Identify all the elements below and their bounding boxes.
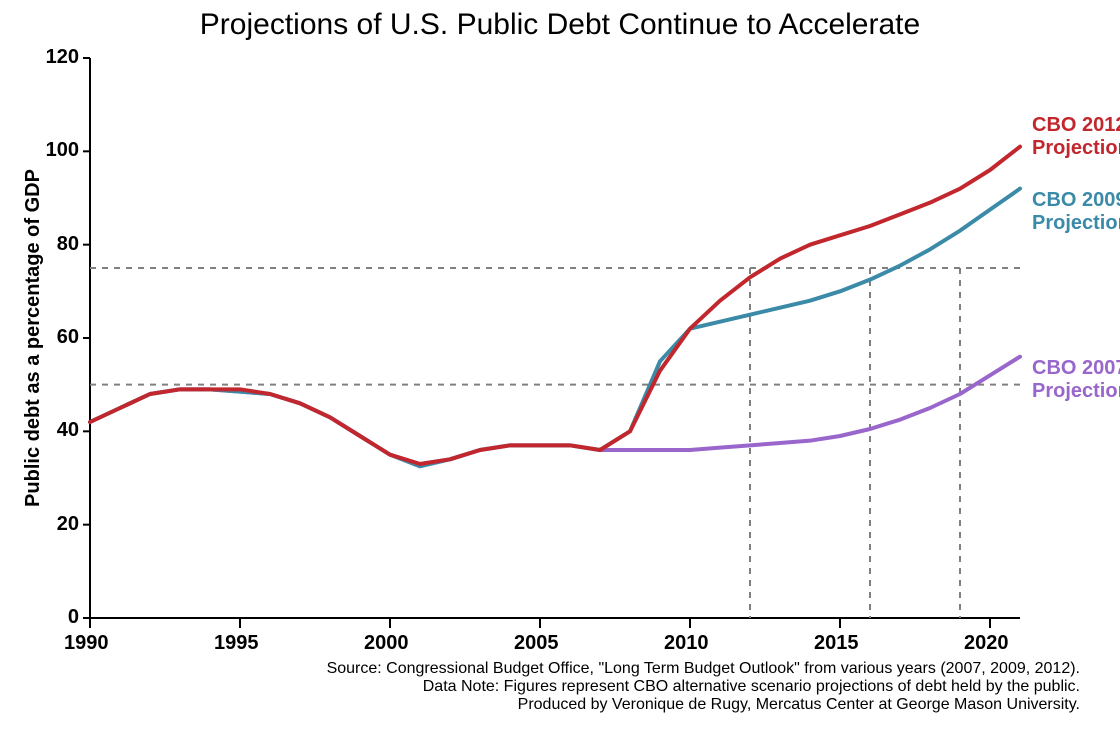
chart-footer: Source: Congressional Budget Office, "Lo… — [70, 660, 1100, 714]
series-line-cbo2012 — [90, 147, 1020, 464]
x-tick-label: 2010 — [664, 632, 709, 655]
y-tick-label: 80 — [57, 233, 79, 256]
line-chart — [0, 0, 1120, 729]
y-tick-label: 20 — [57, 513, 79, 536]
y-tick-label: 60 — [57, 326, 79, 349]
footer-line: Produced by Veronique de Rugy, Mercatus … — [70, 696, 1080, 714]
x-tick-label: 2020 — [964, 632, 1009, 655]
series-label-cbo2012: CBO 2012Projection — [1032, 114, 1120, 160]
x-tick-label: 2000 — [364, 632, 409, 655]
x-tick-label: 2005 — [514, 632, 559, 655]
y-tick-label: 120 — [46, 46, 79, 69]
series-label-cbo2007: CBO 2007Projection — [1032, 357, 1120, 403]
chart-container: Projections of U.S. Public Debt Continue… — [0, 0, 1120, 729]
x-tick-label: 1995 — [214, 632, 259, 655]
x-tick-label: 2015 — [814, 632, 859, 655]
footer-line: Source: Congressional Budget Office, "Lo… — [70, 660, 1080, 678]
y-tick-label: 40 — [57, 419, 79, 442]
footer-line: Data Note: Figures represent CBO alterna… — [70, 678, 1080, 696]
y-axis-label: Public debt as a percentage of GDP — [22, 58, 45, 618]
series-line-cbo2007 — [90, 357, 1020, 464]
y-tick-label: 0 — [68, 606, 79, 629]
x-tick-label: 1990 — [64, 632, 109, 655]
series-label-cbo2009: CBO 2009Projection — [1032, 189, 1120, 235]
y-tick-label: 100 — [46, 139, 79, 162]
